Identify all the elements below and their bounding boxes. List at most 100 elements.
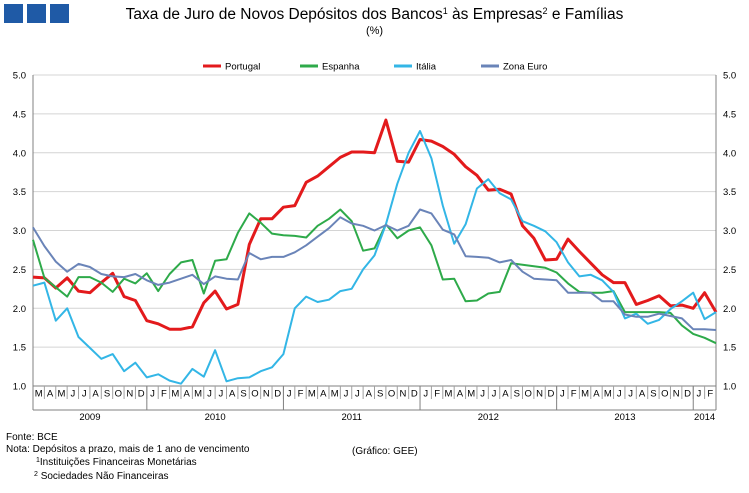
month-label: M bbox=[604, 389, 612, 400]
month-label: N bbox=[673, 389, 680, 400]
month-label: S bbox=[104, 389, 110, 400]
month-label: A bbox=[92, 389, 99, 400]
year-label: 2012 bbox=[478, 412, 499, 423]
y-tick-label-left: 3.5 bbox=[13, 187, 26, 198]
y-tick-label-left: 2.5 bbox=[13, 265, 26, 276]
legend-item: Zona Euro bbox=[481, 62, 547, 73]
year-label: 2010 bbox=[205, 412, 226, 423]
year-label: 2009 bbox=[79, 412, 100, 423]
month-label: M bbox=[35, 389, 43, 400]
logo-square bbox=[27, 4, 46, 23]
series-line-portugal bbox=[32, 118, 718, 331]
y-tick-label-right: 3.5 bbox=[723, 187, 736, 198]
month-label: F bbox=[571, 389, 577, 400]
legend-item: Espanha bbox=[300, 62, 360, 73]
month-label: F bbox=[161, 389, 167, 400]
footnote-1: 1Instituições Financeiras Monetárias bbox=[36, 457, 197, 468]
month-label: J bbox=[492, 389, 497, 400]
month-label: M bbox=[171, 389, 179, 400]
month-label: S bbox=[650, 389, 656, 400]
month-label: N bbox=[536, 389, 543, 400]
y-tick-label-left: 1.0 bbox=[13, 382, 26, 393]
month-label: N bbox=[400, 389, 407, 400]
chart-notes: Fonte: BCE Nota: Depósitos a prazo, mais… bbox=[6, 432, 249, 482]
y-tick-label-left: 5.0 bbox=[13, 71, 26, 82]
month-label: A bbox=[593, 389, 600, 400]
month-label: M bbox=[308, 389, 316, 400]
month-label: D bbox=[274, 389, 281, 400]
month-label: J bbox=[70, 389, 75, 400]
month-label: M bbox=[581, 389, 589, 400]
footnote-2: 2 Sociedades Não Financeiras bbox=[34, 470, 169, 482]
month-label: J bbox=[628, 389, 633, 400]
series-line-it-lia bbox=[32, 130, 717, 385]
month-label: O bbox=[524, 389, 531, 400]
legend-label: Espanha bbox=[322, 62, 360, 73]
chart-title: Taxa de Juro de Novos Depósitos dos Banc… bbox=[125, 6, 624, 23]
month-label: J bbox=[423, 389, 428, 400]
y-tick-label-right: 1.0 bbox=[723, 382, 736, 393]
y-tick-label-left: 4.5 bbox=[13, 109, 26, 120]
month-label: N bbox=[126, 389, 133, 400]
month-label: D bbox=[411, 389, 418, 400]
month-label: J bbox=[207, 389, 212, 400]
legend-item: Itália bbox=[394, 62, 437, 73]
month-label: O bbox=[661, 389, 668, 400]
y-tick-label-right: 1.5 bbox=[723, 343, 736, 354]
chart-credit: (Gráfico: GEE) bbox=[352, 446, 418, 457]
month-label: J bbox=[697, 389, 702, 400]
logo-square bbox=[50, 4, 69, 23]
month-label: S bbox=[240, 389, 246, 400]
month-label: F bbox=[298, 389, 304, 400]
month-label: M bbox=[445, 389, 453, 400]
month-label: N bbox=[263, 389, 270, 400]
y-tick-label-left: 2.0 bbox=[13, 304, 26, 315]
month-label: M bbox=[467, 389, 475, 400]
month-label: J bbox=[287, 389, 292, 400]
month-label: A bbox=[457, 389, 464, 400]
month-label: J bbox=[355, 389, 360, 400]
month-label: D bbox=[548, 389, 555, 400]
y-tick-label-right: 4.0 bbox=[723, 148, 736, 159]
month-label: S bbox=[514, 389, 520, 400]
month-label: S bbox=[377, 389, 383, 400]
month-label: F bbox=[707, 389, 713, 400]
y-tick-label-right: 2.5 bbox=[723, 265, 736, 276]
month-label: J bbox=[480, 389, 485, 400]
month-label: O bbox=[388, 389, 395, 400]
month-label: J bbox=[617, 389, 622, 400]
month-label: F bbox=[434, 389, 440, 400]
month-label: J bbox=[218, 389, 223, 400]
month-label: A bbox=[320, 389, 327, 400]
month-label: A bbox=[366, 389, 373, 400]
y-tick-label-right: 4.5 bbox=[723, 109, 736, 120]
chart-subtitle: (%) bbox=[365, 25, 384, 37]
y-tick-label-left: 1.5 bbox=[13, 343, 26, 354]
y-tick-label-right: 3.0 bbox=[723, 226, 736, 237]
month-label: D bbox=[138, 389, 145, 400]
month-label: J bbox=[344, 389, 349, 400]
month-label: A bbox=[47, 389, 54, 400]
footnote: Nota: Depósitos a prazo, mais de 1 ano d… bbox=[6, 443, 250, 455]
month-label: A bbox=[502, 389, 509, 400]
logo-square bbox=[4, 4, 23, 23]
month-label: D bbox=[684, 389, 691, 400]
legend-label: Portugal bbox=[225, 62, 260, 73]
year-label: 2013 bbox=[614, 412, 635, 423]
month-label: J bbox=[560, 389, 565, 400]
month-label: O bbox=[115, 389, 122, 400]
y-tick-label-left: 3.0 bbox=[13, 226, 26, 237]
legend-item: Portugal bbox=[203, 62, 260, 73]
month-label: M bbox=[57, 389, 65, 400]
month-label: J bbox=[150, 389, 155, 400]
logo bbox=[4, 4, 69, 23]
month-label: M bbox=[331, 389, 339, 400]
year-label: 2014 bbox=[694, 412, 715, 423]
source-note: Fonte: BCE bbox=[6, 432, 58, 443]
year-label: 2011 bbox=[342, 412, 362, 423]
month-label: A bbox=[184, 389, 191, 400]
month-label: J bbox=[82, 389, 87, 400]
month-label: A bbox=[229, 389, 236, 400]
month-label: A bbox=[639, 389, 646, 400]
